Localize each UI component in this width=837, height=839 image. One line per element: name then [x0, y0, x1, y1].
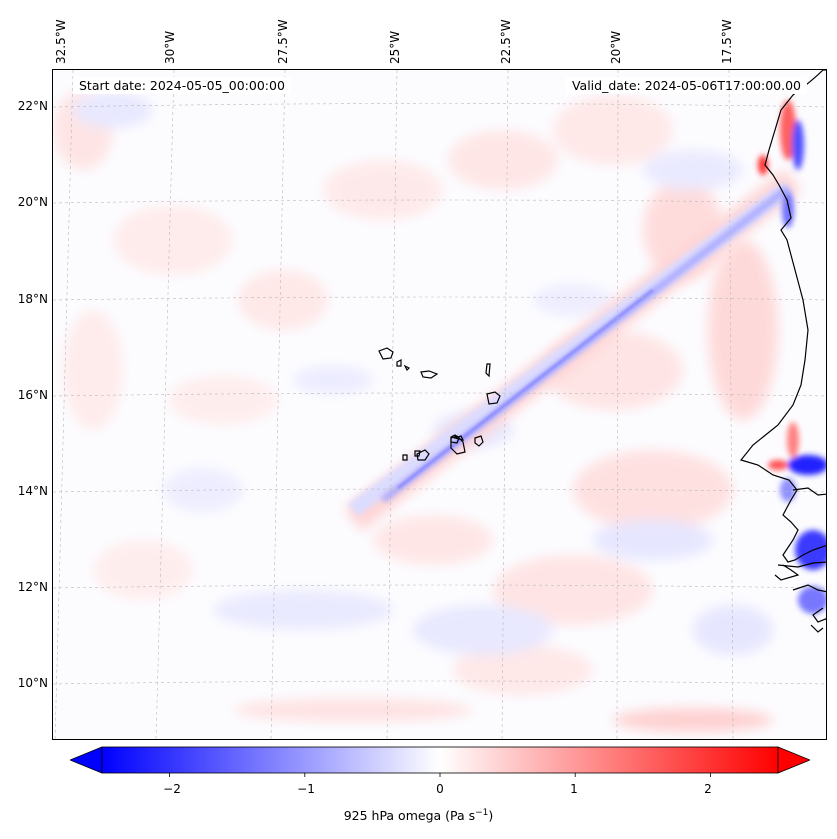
lat-label: 14°N: [17, 484, 48, 498]
start-date: Start date: 2024-05-05_00:00:00: [73, 77, 291, 94]
colorbar-tick: −1: [297, 782, 315, 796]
lat-label: 20°N: [17, 195, 48, 209]
lon-label: 30°W: [163, 30, 177, 64]
lat-label: 10°N: [17, 676, 48, 690]
colorbar-tick: 0: [436, 782, 444, 796]
valid-date: Valid_date: 2024-05-06T17:00:00.00: [565, 77, 807, 94]
lon-label: 32.5°W: [54, 19, 68, 64]
graticule: [53, 70, 826, 739]
omega-field: [53, 70, 826, 739]
lat-label: 22°N: [17, 99, 48, 113]
background-anomalies: [53, 90, 778, 732]
lon-label: 20°W: [609, 30, 623, 64]
colorbar-tick: −2: [163, 782, 181, 796]
colorbar: [70, 746, 810, 777]
lon-label: 27.5°W: [276, 19, 290, 64]
colorbar-body: [101, 746, 779, 774]
lat-label: 18°N: [17, 292, 48, 306]
colorbar-tick: 2: [704, 782, 712, 796]
lon-label: 22.5°W: [499, 19, 513, 64]
cape-verde-islands: [378, 347, 501, 461]
lon-label: 17.5°W: [720, 19, 734, 64]
lat-label: 12°N: [17, 580, 48, 594]
map-panel[interactable]: [52, 69, 827, 740]
lon-label: 25°W: [388, 30, 402, 64]
colorbar-tick: 1: [570, 782, 578, 796]
colorbar-extend-high: [777, 746, 810, 774]
colorbar-tick-marks: [169, 773, 711, 777]
colorbar-extend-low: [70, 746, 103, 774]
coastal-anomalies: [758, 100, 826, 614]
lat-label: 16°N: [17, 388, 48, 402]
colorbar-label: 925 hPa omega (Pa s−1): [343, 808, 494, 824]
